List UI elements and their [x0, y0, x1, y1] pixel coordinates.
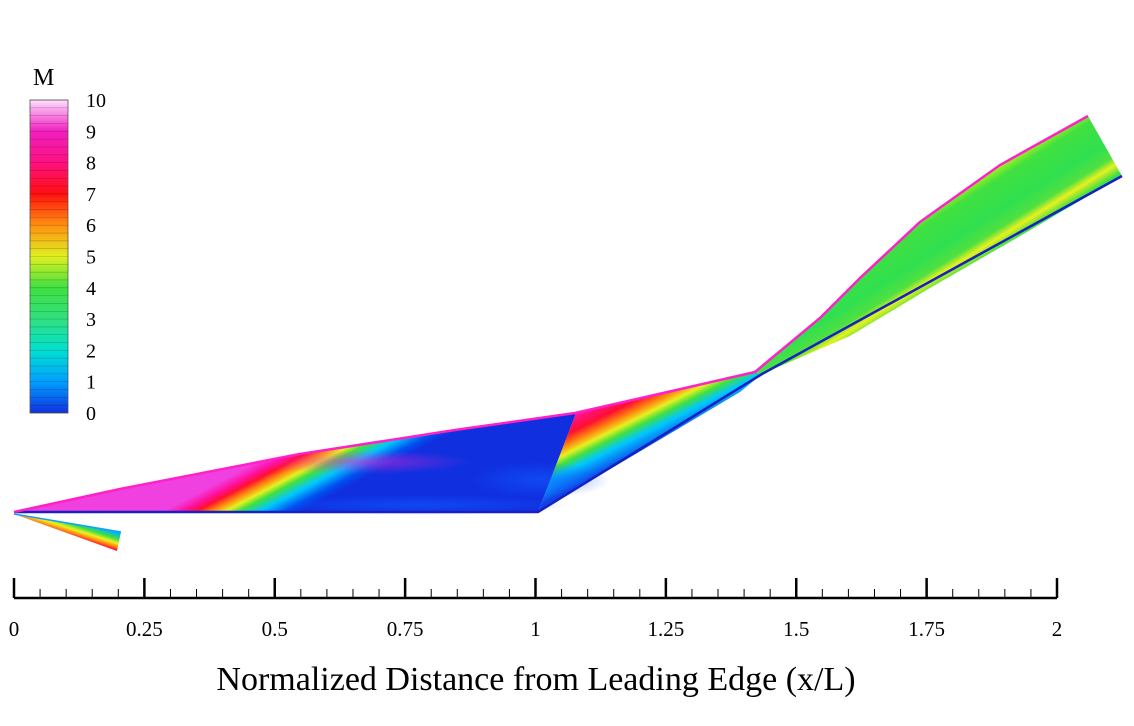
flow-field	[13, 114, 1123, 551]
colorbar-tick-label: 9	[86, 121, 96, 143]
colorbar-tick-label: 8	[86, 153, 96, 175]
lower-wedge-edge	[13, 513, 122, 533]
aft-region	[755, 116, 1122, 374]
colorbar-tick-label: 2	[86, 340, 96, 362]
x-tick-label: 1	[530, 617, 541, 641]
x-axis: 0 0.25 0.5 0.75 1 1.25 1.5 1.75 2 Normalized Dis…	[9, 578, 1063, 698]
x-tick-label: 0	[9, 617, 20, 641]
x-axis-ticks	[12, 578, 1059, 598]
colorbar-tick-label: 4	[86, 278, 96, 300]
colorbar-level-lines	[30, 99, 68, 414]
colorbar-tick-label: 10	[86, 90, 106, 112]
body-surface-line	[14, 174, 1123, 514]
shock-layer-glow	[250, 450, 470, 474]
colorbar-tick-label: 1	[86, 372, 96, 394]
x-tick-label: 1.25	[648, 617, 685, 641]
x-tick-label: 1.5	[783, 617, 809, 641]
lower-wedge-region	[14, 514, 121, 551]
colorbar-tick-labels: 0 1 2 3 4 5 6 7 8 9 10	[86, 90, 106, 425]
x-tick-label: 2	[1052, 617, 1063, 641]
x-tick-label: 0.25	[126, 617, 163, 641]
colorbar-title: M	[33, 65, 54, 91]
boundary-layer-glow	[270, 495, 570, 515]
colorbar-tick-label: 3	[86, 309, 96, 331]
colorbar-tick-label: 7	[86, 184, 96, 206]
x-axis-tick-labels: 0 0.25 0.5 0.75 1 1.25 1.5 1.75 2	[9, 617, 1063, 641]
colorbar-tick-label: 5	[86, 247, 96, 269]
x-tick-label: 0.75	[387, 617, 424, 641]
x-tick-label: 0.5	[262, 617, 288, 641]
colorbar-tick-label: 0	[86, 403, 96, 425]
x-axis-title: Normalized Distance from Leading Edge (x…	[216, 661, 855, 698]
colorbar-ramp	[29, 99, 69, 414]
shock-line	[13, 114, 1089, 514]
colorbar-tick-label: 6	[86, 215, 96, 237]
x-tick-label: 1.75	[908, 617, 945, 641]
colorbar: M 0 1 2 3 4 5 6 7 8 9 10	[29, 65, 106, 425]
